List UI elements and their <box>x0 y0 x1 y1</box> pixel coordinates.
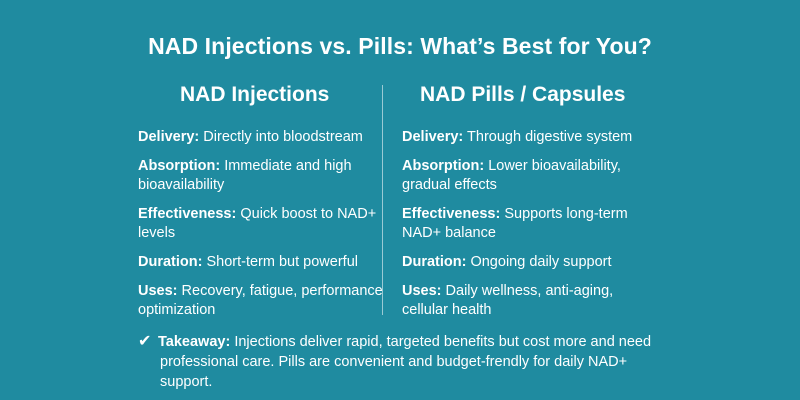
pills-uses-row: Uses: Daily wellness, anti-aging, cellul… <box>402 282 662 320</box>
pills-duration-row: Duration: Ongoing daily support <box>402 253 662 272</box>
takeaway-line-1: Injections deliver rapid, targeted benef… <box>234 334 652 350</box>
row-value: Recovery, fatigue, performance optimizat… <box>138 283 383 318</box>
row-value: Lower bioavailability, gradual effects <box>402 158 621 193</box>
pills-delivery-row: Delivery: Through digestive system <box>402 128 662 147</box>
row-value: Directly into bloodstream <box>203 129 363 145</box>
row-value: Short-term but powerful <box>206 254 358 270</box>
row-label: Effectiveness: <box>138 206 237 222</box>
row-value: Immediate and high bioavailability <box>138 158 352 193</box>
row-value: Supports long-term NAD+ balance <box>402 206 628 241</box>
row-value: Quick boost to NAD+ levels <box>138 206 377 241</box>
pills-heading: NAD Pills / Capsules <box>420 83 626 106</box>
injections-heading: NAD Injections <box>180 83 330 106</box>
row-value: Daily wellness, anti-aging, cellular hea… <box>402 283 614 318</box>
pills-absorption-row: Absorption: Lower bioavailability, gradu… <box>402 157 662 195</box>
row-value: Ongoing daily support <box>470 254 612 270</box>
row-label: Delivery: <box>138 129 200 145</box>
injections-duration-row: Duration: Short-term but powerful <box>138 253 388 272</box>
row-label: Duration: <box>402 254 467 270</box>
checkmark-icon: ✔ <box>138 333 152 350</box>
row-label: Delivery: <box>402 129 464 145</box>
row-label: Duration: <box>138 254 203 270</box>
row-label: Absorption: <box>138 158 221 174</box>
injections-effectiveness-row: Effectiveness: Quick boost to NAD+ level… <box>138 205 388 243</box>
row-label: Uses: <box>138 283 178 299</box>
injections-delivery-row: Delivery: Directly into bloodstream <box>138 128 388 147</box>
column-divider <box>382 85 383 315</box>
pills-column: NAD Pills / Capsules Delivery: Through d… <box>402 83 662 330</box>
injections-uses-row: Uses: Recovery, fatigue, performance opt… <box>138 282 388 320</box>
pills-effectiveness-row: Effectiveness: Supports long-term NAD+ b… <box>402 205 662 243</box>
row-label: Effectiveness: <box>402 206 501 222</box>
takeaway-label: Takeaway: <box>158 334 231 350</box>
takeaway-line-2: professional care. Pills are convenient … <box>160 354 628 390</box>
takeaway-note: ✔ Takeaway: Injections deliver rapid, tar… <box>138 332 678 392</box>
row-value: Through digestive system <box>467 129 633 145</box>
injections-column: NAD Injections Delivery: Directly into b… <box>138 83 388 330</box>
row-label: Absorption: <box>402 158 485 174</box>
page-title: NAD Injections vs. Pills: What’s Best fo… <box>148 33 652 59</box>
row-label: Uses: <box>402 283 442 299</box>
injections-absorption-row: Absorption: Immediate and high bioavaila… <box>138 157 388 195</box>
